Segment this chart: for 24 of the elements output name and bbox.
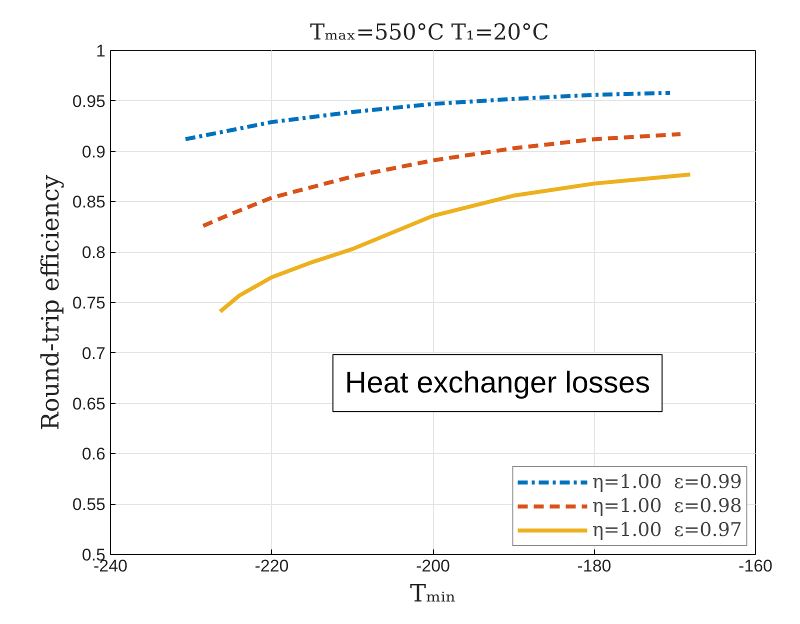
legend-label: η=1.00 ε=0.98: [592, 495, 742, 517]
x-axis-title: Tₘᵢₙ: [410, 580, 456, 608]
legend-label: η=1.00 ε=0.97: [592, 519, 742, 541]
chart-title: Tₘₐₓ=550°C T₁=20°C: [310, 20, 549, 46]
line-series: [183, 90, 672, 142]
y-tick-label: 0.95: [72, 92, 106, 111]
x-tick-label: -220: [254, 556, 289, 576]
y-tick-label: 0.55: [72, 495, 106, 514]
x-tick-label: -160: [738, 556, 773, 576]
y-tick-label: 0.6: [82, 444, 106, 464]
y-tick-label: 0.7: [82, 344, 106, 363]
x-tick-label: -200: [416, 556, 450, 576]
legend-label: η=1.00 ε=0.99: [592, 471, 742, 493]
line-series: [201, 132, 683, 228]
line-series: [218, 172, 692, 314]
y-tick-label: 1: [96, 42, 106, 60]
x-tick-label: -180: [577, 556, 612, 576]
y-tick-label: 0.65: [72, 394, 106, 414]
y-tick-label: 0.9: [82, 142, 106, 162]
y-tick-label: 0.8: [82, 243, 106, 262]
y-tick-label: 0.85: [72, 192, 106, 212]
annotation: Heat exchanger losses: [344, 366, 650, 400]
y-axis-title: Round-trip efficiency: [36, 174, 64, 430]
y-tick-label: 0.75: [72, 294, 106, 312]
